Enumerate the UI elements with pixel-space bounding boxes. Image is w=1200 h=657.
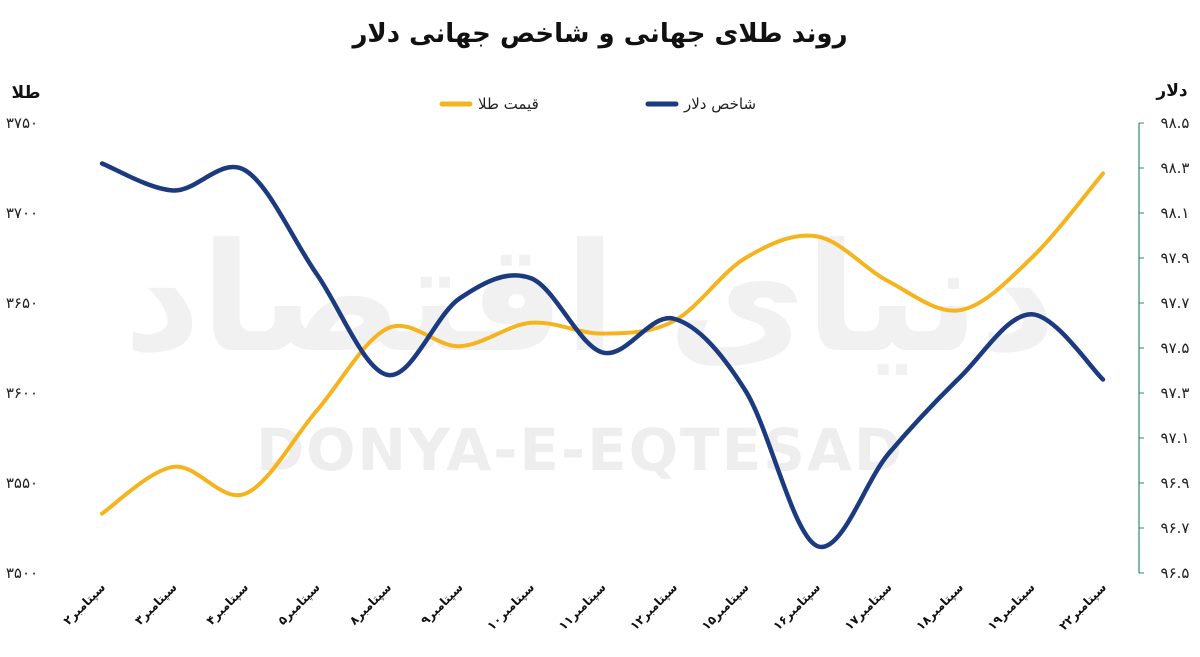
watermark-logo: دنیای اقتصاد [124,212,1057,386]
left-tick-label: ۳۶۵۰ [6,294,38,312]
dollar-index-point [315,272,318,275]
chart-title: روند طلای جهانی و شاخص جهانی دلار [350,19,847,49]
gold-price-point [887,280,890,283]
gold-price-point [458,345,461,348]
x-tick-label: ۲سپتامبر [61,580,109,628]
gold-price-point [387,327,389,330]
left-axis-ticks: ۳۵۰۰ ۳۵۵۰ ۳۶۰۰ ۳۶۵۰ ۳۷۰۰ ۳۷۵۰ [6,114,38,582]
right-tick-label: ۹۶.۵ [1161,564,1190,582]
legend: قیمت طلا شاخص دلار [439,95,756,113]
right-tick-label: ۹۸.۱ [1161,204,1190,222]
right-tick-label: ۹۷.۳ [1161,384,1190,402]
dollar-index-line [99,161,1106,550]
right-axis-label: دلار [1155,81,1187,101]
dollar-index-point [530,277,532,280]
left-tick-label: ۳۵۰۰ [6,564,38,582]
dollar-index-point [458,297,461,300]
dollar-index-point [673,317,675,320]
left-tick-label: ۳۷۰۰ [6,204,38,222]
x-axis-ticks: ۲سپتامبر ۳سپتامبر ۴سپتامبر ۵سپتامبر ۸سپتامبر… [61,580,1110,633]
dollar-index-point [101,162,103,165]
right-tick-label: ۹۷.۹ [1161,249,1190,267]
dollar-index-point [744,389,747,392]
x-tick-label: ۹سپتامبر [418,580,466,628]
gold-price-point [101,512,103,515]
x-tick-label: ۱۹سپتامبر [985,580,1038,633]
gold-price-point [1030,257,1033,259]
x-tick-label: ۱۰سپتامبر [484,580,537,633]
right-tick-label: ۹۷.۵ [1161,339,1190,357]
right-tick-label: ۹۸.۳ [1161,159,1190,177]
left-tick-label: ۳۵۵۰ [6,474,38,492]
gold-price-point [816,235,818,238]
x-tick-label: ۱۲سپتامبر [627,580,680,633]
x-tick-label: ۱۸سپتامبر [913,580,966,633]
left-tick-label: ۳۶۰۰ [6,384,38,402]
gold-price-point [530,322,532,324]
legend-label-gold: قیمت طلا [478,95,539,113]
series-group [99,161,1106,550]
dollar-index-point [887,452,890,455]
right-tick-label: ۹۶.۹ [1161,474,1190,492]
dollar-index-point [387,374,389,376]
watermark-text: DONYA-E-EQTESAD [256,416,904,484]
x-tick-label: ۸سپتامبر [347,580,395,628]
right-tick-label: ۹۸.۵ [1161,114,1190,132]
legend-label-dollar: شاخص دلار [683,95,756,113]
right-axis-ticks: ۹۶.۵ ۹۶.۷ ۹۶.۹ ۹۷.۱ ۹۷.۳ ۹۷.۵ ۹۷.۷ ۹۷.۹ ۹۸.۱ ۹۸.۳… [1139,114,1189,582]
x-tick-label: ۲۲سپتامبر [1056,580,1109,633]
dollar-index-point [816,545,818,547]
x-tick-label: ۴سپتامبر [204,580,252,628]
x-tick-label: ۵سپتامبر [275,580,323,628]
gold-price-point [172,466,175,468]
gold-price-point [244,493,246,495]
dollar-index-point [959,376,961,379]
gold-price-point [315,410,318,412]
right-tick-label: ۹۷.۷ [1161,294,1190,312]
x-tick-label: ۱۶سپتامبر [770,580,823,633]
dollar-index-point [244,169,246,172]
gold-price-point [1102,172,1104,175]
watermark: دنیای اقتصاد DONYA-E-EQTESAD [124,212,1057,484]
x-tick-label: ۱۱سپتامبر [556,580,609,633]
x-tick-label: ۳سپتامبر [132,580,180,628]
dollar-index-point [1030,313,1033,316]
right-tick-label: ۹۷.۱ [1161,429,1190,447]
dollar-index-point [1102,378,1104,381]
gold-price-point [959,309,961,312]
gold-price-point [601,332,604,335]
left-axis-label: طلا [12,83,41,103]
dollar-index-point [172,189,175,192]
x-tick-label: ۱۷سپتامبر [842,580,895,633]
x-tick-label: ۱۵سپتامبر [699,580,752,633]
gold-price-point [744,257,747,259]
right-tick-label: ۹۶.۷ [1161,519,1190,537]
dollar-index-point [601,351,604,354]
left-tick-label: ۳۷۵۰ [6,114,38,132]
